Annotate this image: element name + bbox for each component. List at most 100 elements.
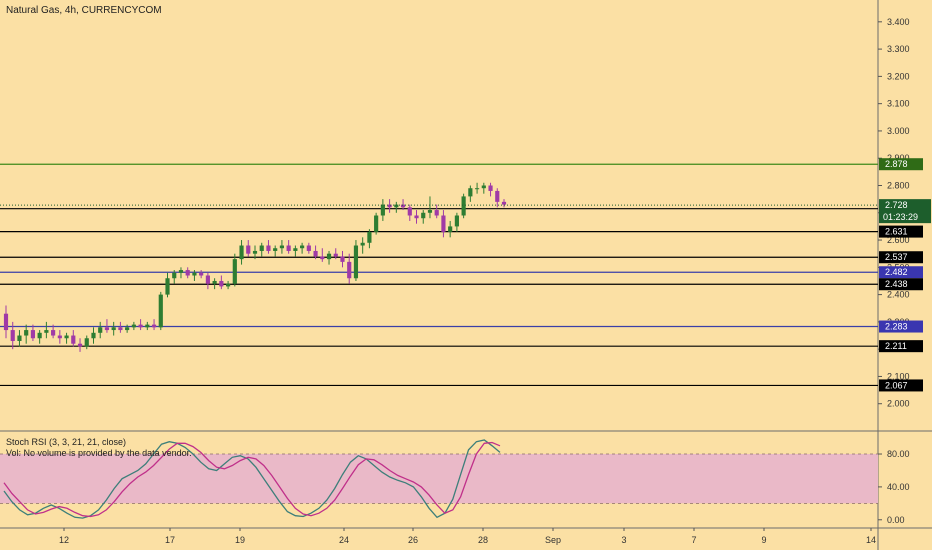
- level-price-tag-label: 2.438: [885, 279, 908, 289]
- candle-body: [77, 343, 83, 347]
- level-price-tag-label: 2.631: [885, 227, 908, 237]
- candle-body: [394, 204, 399, 208]
- candle-body: [172, 272, 177, 279]
- candle-body: [374, 215, 379, 232]
- stoch-rsi-label: Stoch RSI (3, 3, 21, 21, close): [6, 437, 127, 447]
- level-price-tag-label: 2.283: [885, 322, 908, 332]
- candle-body: [138, 324, 143, 328]
- candle-body: [347, 261, 352, 279]
- bar-countdown: 01:23:29: [883, 212, 918, 222]
- stoch-axis-tick-label: 80.00: [887, 449, 910, 459]
- candle-body: [481, 185, 486, 189]
- candle-body: [151, 324, 157, 328]
- candle-body: [400, 204, 406, 208]
- candle-body: [225, 283, 231, 287]
- candle-body: [131, 324, 136, 328]
- candle-body: [407, 207, 412, 216]
- time-axis-tick-label: 14: [866, 535, 876, 545]
- level-price-tag-bg: [879, 320, 923, 333]
- candle-body: [326, 253, 332, 260]
- price-axis-tick-label: 2.000: [887, 399, 910, 409]
- candle-body: [246, 245, 251, 254]
- level-price-tag: 2.482: [879, 266, 923, 279]
- level-price-tag: 2.631: [879, 225, 923, 238]
- candle-body: [71, 335, 76, 344]
- level-price-tag-label: 2.211: [885, 341, 907, 351]
- candle-body: [192, 272, 197, 276]
- level-price-tag-label: 2.482: [885, 267, 908, 277]
- candle-body: [293, 248, 298, 251]
- candle-body: [158, 294, 163, 328]
- candle-body: [178, 270, 184, 273]
- candle-body: [104, 327, 110, 331]
- last-price-value: 2.728: [885, 200, 908, 210]
- price-axis-tick-label: 3.400: [887, 17, 910, 27]
- candle-body: [353, 245, 359, 279]
- price-axis-tick-label: 3.000: [887, 126, 910, 136]
- candle-body: [441, 215, 446, 232]
- chart-title: Natural Gas, 4h, CURRENCYCOM: [6, 5, 162, 16]
- level-price-tag: 2.211: [879, 340, 923, 353]
- time-axis-tick-label: 26: [408, 535, 418, 545]
- candle-body: [219, 280, 224, 287]
- candle-body: [199, 272, 204, 276]
- candle-body: [64, 335, 69, 339]
- volume-label: Vol: No volume is provided by the data v…: [6, 448, 192, 458]
- price-axis-tick-label: 3.100: [887, 99, 910, 109]
- candle-body: [185, 270, 190, 276]
- time-axis-tick-label: 24: [339, 535, 349, 545]
- candle-body: [414, 215, 419, 219]
- level-price-tag: 2.438: [879, 278, 923, 291]
- time-axis-tick-label: 7: [691, 535, 696, 545]
- candle-body: [286, 245, 291, 251]
- level-price-tag-bg: [879, 278, 923, 291]
- candle-body: [488, 185, 493, 191]
- candle-body: [212, 280, 217, 284]
- candle-body: [252, 250, 258, 254]
- candle-body: [474, 188, 480, 190]
- candle-body: [495, 190, 500, 202]
- candle-body: [118, 327, 123, 331]
- level-price-tag-bg: [879, 251, 923, 264]
- last-price-tag: 2.728 01:23:29: [879, 199, 931, 224]
- candle-body: [387, 204, 392, 208]
- price-axis-tick-label: 3.300: [887, 44, 910, 54]
- candle-body: [232, 259, 237, 284]
- candle-body: [239, 245, 244, 260]
- candle-body: [468, 188, 473, 197]
- candle-body: [306, 245, 311, 251]
- price-axis-tick-label: 2.900: [887, 153, 910, 163]
- level-price-tag-bg: [879, 225, 923, 238]
- time-axis-tick-label: 17: [165, 535, 175, 545]
- candle-body: [259, 245, 264, 251]
- candle-body: [501, 201, 507, 205]
- candle-body: [320, 256, 325, 260]
- candle-body: [10, 330, 15, 341]
- candle-body: [165, 278, 170, 295]
- time-axis-tick-label: 3: [621, 535, 626, 545]
- candle-body: [37, 332, 42, 339]
- level-price-tag-label: 2.537: [885, 252, 908, 262]
- candle-body: [367, 231, 372, 243]
- candle-body: [448, 226, 453, 232]
- candle-body: [205, 275, 210, 284]
- level-price-tag-bg: [879, 266, 923, 279]
- candle-body: [3, 313, 9, 331]
- stoch-line-k: [3, 439, 501, 519]
- price-axis-tick-label: 3.200: [887, 71, 910, 81]
- time-axis-tick-label: Sep: [545, 535, 561, 545]
- candle-body: [434, 210, 439, 216]
- candle-body: [380, 204, 385, 216]
- candle-body: [51, 330, 56, 336]
- candle-body: [44, 330, 49, 333]
- time-axis-tick-label: 9: [761, 535, 766, 545]
- level-price-tag-bg: [879, 340, 923, 353]
- candle-body: [360, 242, 365, 246]
- level-price-tag: 2.283: [879, 320, 923, 333]
- level-price-tag: 2.878: [879, 158, 923, 171]
- level-price-tag: 2.537: [879, 251, 923, 264]
- price-axis-tick-label: 2.100: [887, 371, 910, 381]
- candle-body: [30, 330, 36, 339]
